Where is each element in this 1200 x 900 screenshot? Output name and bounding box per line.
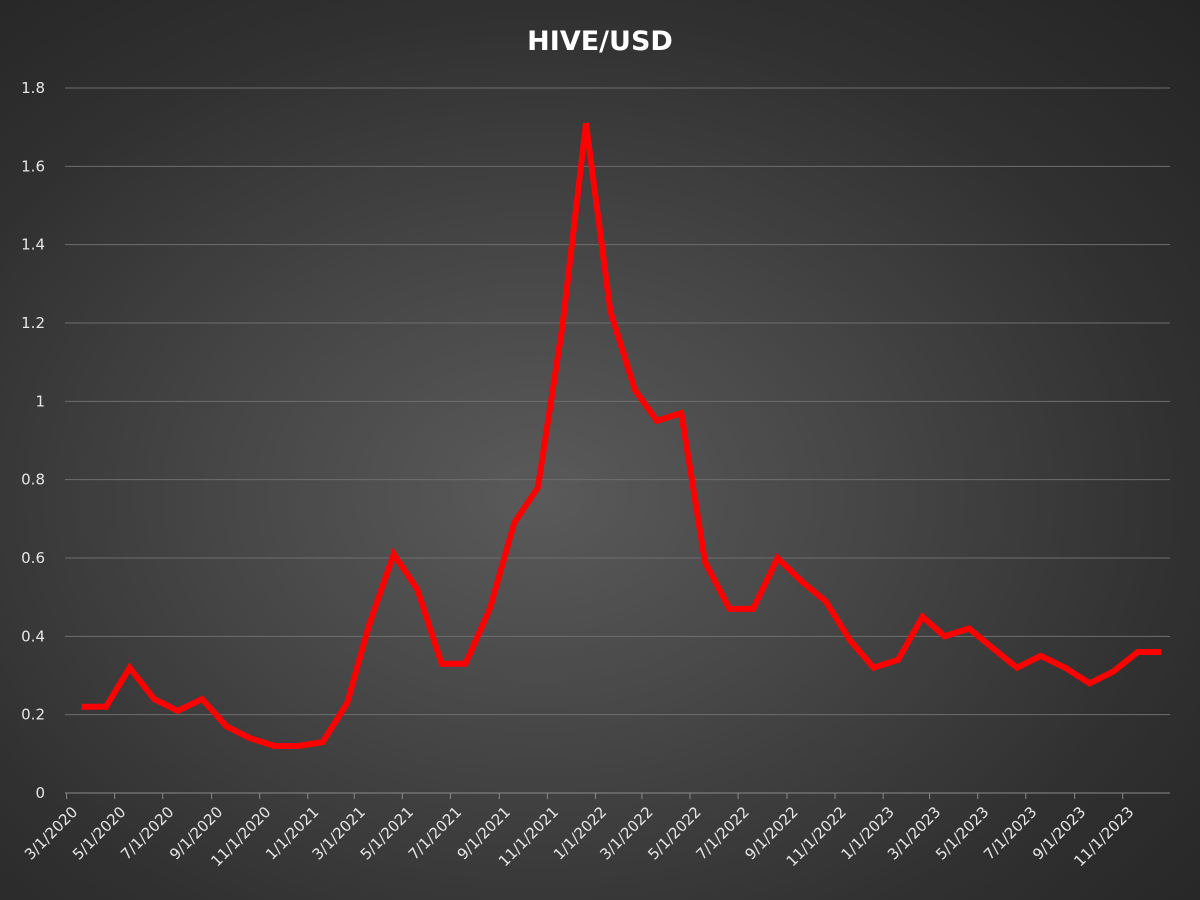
y-tick-label: 1.8 [21,79,45,97]
series [81,122,1162,749]
y-tick-label: 1 [35,392,45,410]
y-tick-label: 0.8 [21,471,45,489]
gridlines [65,87,1170,716]
y-tick-label: 0.2 [21,706,45,724]
x-axis-tick-labels: 3/1/20205/1/20207/1/20209/1/202011/1/202… [21,803,1138,870]
y-tick-label: 0 [35,784,45,802]
y-tick-label: 0.4 [21,627,45,645]
chart-title: HIVE/USD [527,26,673,57]
axes [65,792,1170,799]
y-axis-tick-labels: 0 0.2 0.4 0.6 0.8 1 1.2 1.4 1.6 1.8 [21,79,45,802]
y-tick-label: 0.6 [21,549,45,567]
series-line [81,122,1162,749]
y-tick-label: 1.6 [21,157,45,175]
y-tick-label: 1.2 [21,314,45,332]
y-tick-label: 1.4 [21,236,45,254]
